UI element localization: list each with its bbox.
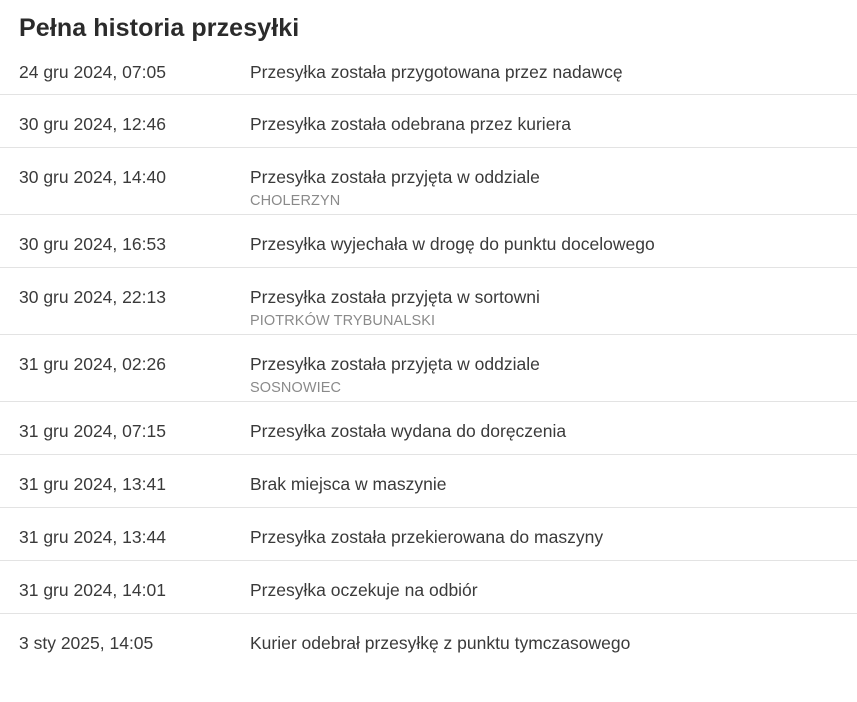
event-details: Przesyłka została przekierowana do maszy… (250, 527, 603, 548)
history-row: 30 gru 2024, 16:53 Przesyłka wyjechała w… (0, 215, 857, 268)
event-details: Przesyłka została odebrana przez kuriera (250, 114, 571, 135)
event-date: 3 sty 2025, 14:05 (19, 633, 154, 653)
event-description: Przesyłka została przekierowana do maszy… (250, 527, 604, 547)
event-description: Przesyłka wyjechała w drogę do punktu do… (250, 234, 655, 254)
history-row: 31 gru 2024, 13:44 Przesyłka została prz… (0, 508, 857, 561)
event-details: Przesyłka oczekuje na odbiór (250, 580, 478, 601)
event-description: Przesyłka została przygotowana przez nad… (250, 62, 623, 82)
event-location: SOSNOWIEC (250, 380, 342, 396)
history-row: 3 sty 2025, 14:05 Kurier odebrał przesył… (0, 614, 857, 674)
event-date: 24 gru 2024, 07:05 (19, 62, 166, 82)
event-details: Przesyłka została przyjęta w oddziale CH… (250, 167, 540, 209)
history-row: 31 gru 2024, 14:01 Przesyłka oczekuje na… (0, 561, 857, 614)
event-description: Przesyłka została przyjęta w sortowni (250, 287, 540, 307)
event-details: Przesyłka została przygotowana przez nad… (250, 62, 623, 83)
event-description: Kurier odebrał przesyłkę z punktu tymcza… (250, 633, 631, 653)
history-list: 24 gru 2024, 07:05 Przesyłka została prz… (0, 43, 857, 674)
history-row: 30 gru 2024, 12:46 Przesyłka została ode… (0, 95, 857, 148)
history-row: 31 gru 2024, 07:15 Przesyłka została wyd… (0, 402, 857, 455)
event-details: Przesyłka wyjechała w drogę do punktu do… (250, 234, 655, 255)
event-date: 31 gru 2024, 14:01 (19, 580, 166, 600)
event-description: Przesyłka została przyjęta w oddziale (250, 354, 540, 374)
event-details: Przesyłka została przyjęta w oddziale SO… (250, 354, 540, 396)
event-description: Przesyłka została przyjęta w oddziale (250, 167, 540, 187)
history-row: 30 gru 2024, 22:13 Przesyłka została prz… (0, 268, 857, 335)
event-date: 31 gru 2024, 13:41 (19, 474, 166, 494)
event-description: Brak miejsca w maszynie (250, 474, 447, 494)
event-date: 30 gru 2024, 12:46 (19, 114, 166, 134)
event-date: 31 gru 2024, 02:26 (19, 354, 166, 374)
event-date: 31 gru 2024, 07:15 (19, 421, 166, 441)
page-title: Pełna historia przesyłki (19, 14, 300, 42)
event-description: Przesyłka została odebrana przez kuriera (250, 114, 571, 134)
event-location: PIOTRKÓW TRYBUNALSKI (250, 313, 436, 329)
event-description: Przesyłka oczekuje na odbiór (250, 580, 478, 600)
event-location: CHOLERZYN (250, 193, 341, 209)
event-description: Przesyłka została wydana do doręczenia (250, 421, 567, 441)
event-date: 30 gru 2024, 22:13 (19, 287, 166, 307)
event-date: 30 gru 2024, 16:53 (19, 234, 166, 254)
event-details: Przesyłka została wydana do doręczenia (250, 421, 566, 442)
event-details: Brak miejsca w maszynie (250, 474, 446, 495)
history-row: 30 gru 2024, 14:40 Przesyłka została prz… (0, 148, 857, 215)
event-details: Kurier odebrał przesyłkę z punktu tymcza… (250, 633, 630, 654)
event-date: 30 gru 2024, 14:40 (19, 167, 166, 187)
history-row: 31 gru 2024, 02:26 Przesyłka została prz… (0, 335, 857, 402)
history-row: 24 gru 2024, 07:05 Przesyłka została prz… (0, 43, 857, 95)
event-details: Przesyłka została przyjęta w sortowni PI… (250, 287, 540, 329)
event-date: 31 gru 2024, 13:44 (19, 527, 166, 547)
history-row: 31 gru 2024, 13:41 Brak miejsca w maszyn… (0, 455, 857, 508)
